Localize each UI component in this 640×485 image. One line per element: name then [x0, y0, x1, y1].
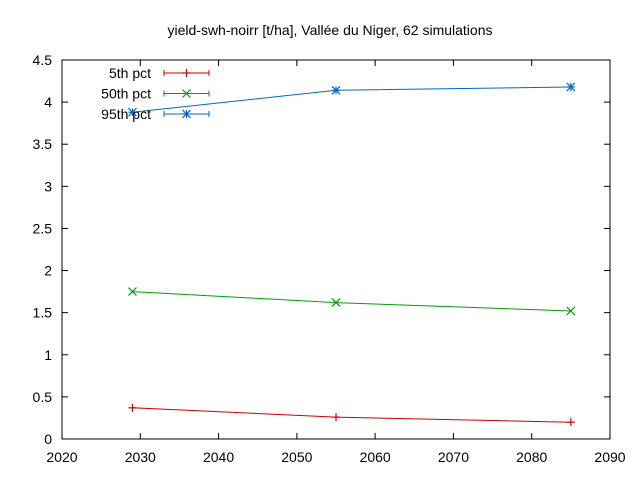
data-point	[128, 403, 137, 412]
data-point	[331, 85, 341, 95]
legend-item: 5th pct	[109, 65, 210, 81]
data-point	[128, 107, 137, 117]
x-tick-label: 2080	[516, 449, 547, 465]
series-line	[132, 291, 571, 312]
legend-marker	[182, 109, 191, 119]
y-tick-label: 1	[44, 347, 52, 363]
y-tick-label: 3.5	[33, 136, 53, 152]
y-tick-label: 2	[44, 263, 52, 279]
data-point	[331, 298, 341, 307]
series-line	[132, 407, 571, 423]
y-tick-label: 2.5	[33, 220, 53, 236]
series-line	[132, 86, 571, 113]
x-tick-label: 2020	[46, 449, 77, 465]
series-0	[128, 403, 575, 427]
legend-marker	[182, 89, 191, 98]
series-1	[128, 287, 576, 316]
x-tick-label: 2040	[203, 449, 234, 465]
y-tick-label: 3	[44, 178, 52, 194]
legend-label: 50th pct	[101, 86, 151, 102]
y-tick-label: 4	[44, 94, 52, 110]
chart-title: yield-swh-noirr [t/ha], Vallée du Niger,…	[167, 22, 492, 38]
y-tick-label: 1.5	[33, 305, 53, 321]
legend: 5th pct 50th pct 95th pct	[101, 65, 210, 122]
data-point	[566, 306, 576, 316]
x-tick-label: 2030	[125, 449, 156, 465]
legend-item: 95th pct	[101, 106, 210, 122]
legend-label: 5th pct	[109, 65, 151, 81]
y-tick-label: 0.5	[33, 389, 53, 405]
data-point	[332, 413, 340, 422]
plot-frame	[61, 59, 611, 440]
x-tick-label: 2070	[438, 449, 469, 465]
legend-label: 95th pct	[101, 106, 151, 122]
series-2	[128, 82, 576, 117]
data-point	[566, 418, 575, 427]
data-point	[566, 82, 576, 92]
series-layer	[128, 82, 576, 427]
x-tick-label: 2050	[281, 449, 312, 465]
y-tick-label: 0	[44, 431, 52, 447]
legend-item: 50th pct	[101, 86, 210, 102]
axes: 2020 2030 2040 2050 2060 2070 2080 2090 0 0.5 1 1.5…	[33, 52, 626, 465]
x-tick-label: 2090	[594, 449, 625, 465]
legend-marker	[182, 69, 191, 77]
data-point	[128, 287, 137, 297]
y-tick-label: 4.5	[33, 52, 53, 68]
x-tick-label: 2060	[360, 449, 391, 465]
